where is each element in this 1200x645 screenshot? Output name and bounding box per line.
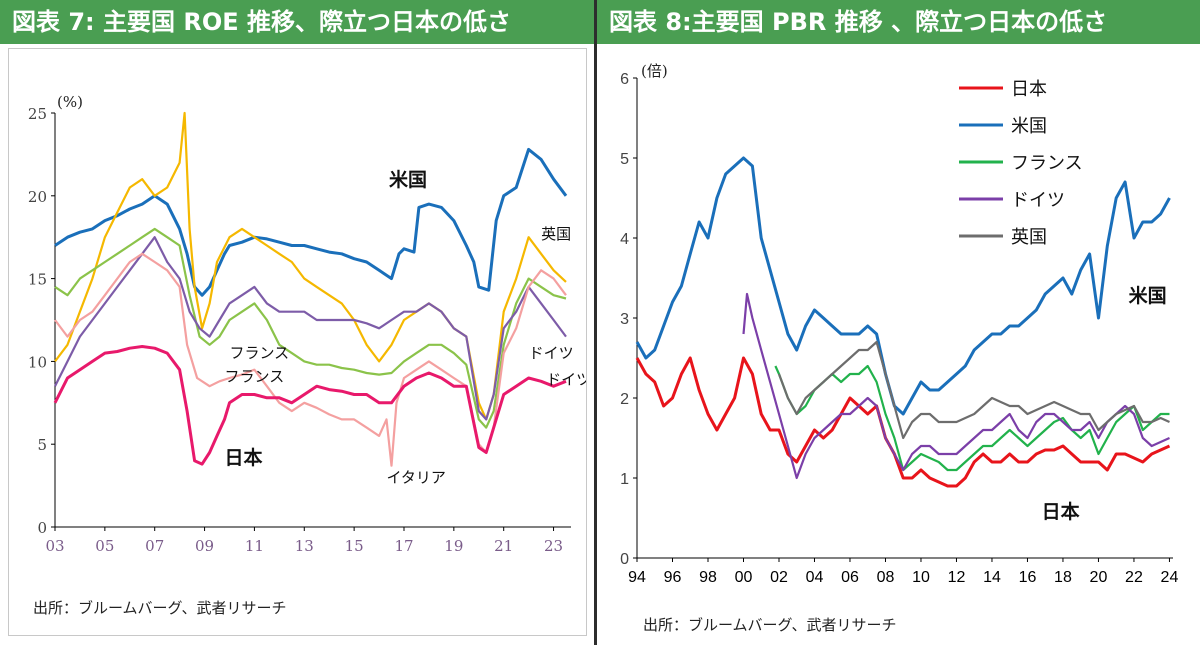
panel-divider xyxy=(594,0,597,645)
series-line-0 xyxy=(54,236,567,421)
x-tick-label: 20 xyxy=(1090,569,1108,586)
y-tick-label: 10 xyxy=(28,353,47,371)
series-line-1 xyxy=(777,340,1170,440)
y-tick-label: 3 xyxy=(620,311,629,328)
pbr-source-note: 出所：ブルームバーグ、武者リサーチ xyxy=(643,616,897,634)
series-line-0 xyxy=(54,111,567,421)
x-tick-label: 11 xyxy=(245,537,264,555)
y-tick-label: 6 xyxy=(620,71,629,88)
x-tick-label: 17 xyxy=(394,537,413,555)
x-tick-label: 22 xyxy=(1125,569,1143,586)
y-tick-label: 20 xyxy=(28,188,47,206)
y-tick-label: 2 xyxy=(620,391,629,408)
x-tick-label: 00 xyxy=(735,569,753,586)
x-tick-label: 21 xyxy=(494,537,513,555)
x-tick-label: 14 xyxy=(983,569,1001,586)
series-annotation: 日本 xyxy=(1042,500,1080,523)
series-annotation: 米国 xyxy=(389,168,427,191)
y-tick-label: 0 xyxy=(37,519,47,537)
y-tick-label: 5 xyxy=(37,436,47,454)
x-tick-label: 98 xyxy=(699,569,717,586)
x-tick-label: 18 xyxy=(1054,569,1072,586)
series-line-1 xyxy=(774,364,1170,472)
series-line-1 xyxy=(635,156,1171,416)
x-tick-label: 19 xyxy=(444,537,463,555)
series-annotation: 日本 xyxy=(225,446,263,469)
x-tick-label: 23 xyxy=(544,537,563,555)
series-line-1 xyxy=(635,356,1171,488)
series-annotation: イタリア xyxy=(387,468,446,486)
y-tick-label: 25 xyxy=(28,105,47,123)
series-line-0 xyxy=(54,147,568,297)
x-tick-label: 04 xyxy=(806,569,824,586)
x-tick-label: 08 xyxy=(877,569,895,586)
y-tick-label: 5 xyxy=(620,151,629,168)
series-annotation: 米国 xyxy=(1129,284,1167,307)
x-tick-label: 10 xyxy=(912,569,930,586)
series-annotation: ドイツ xyxy=(529,344,574,362)
roe-chart-frame: 0 5 10 15 20 25 03 05 07 09 11 13 15 17 19 21 23 (%) 米国 英国ド… xyxy=(8,48,587,636)
y-tick-label: 1 xyxy=(620,471,629,488)
series-annotation: ドイツ xyxy=(546,371,586,389)
roe-panel: 図表 7: 主要国 ROE 推移、際立つ日本の低さ 0 5 10 15 20 25 03 05… xyxy=(0,0,594,645)
x-tick-label: 94 xyxy=(628,569,646,586)
series-line-0 xyxy=(54,227,567,429)
series-annotation: フランス xyxy=(225,367,285,385)
pbr-panel: 図表 8:主要国 PBR 推移 、際立つ日本の低さ 0 1 2 3 4 5 6 94 96 98 0… xyxy=(597,0,1200,645)
roe-source-note: 出所：ブルームバーグ、武者リサーチ xyxy=(33,599,287,617)
x-tick-label: 12 xyxy=(948,569,966,586)
series-line-0 xyxy=(53,345,567,466)
x-tick-label: 16 xyxy=(1019,569,1037,586)
x-tick-label: 05 xyxy=(95,537,114,555)
x-tick-label: 09 xyxy=(195,537,214,555)
x-tick-label: 02 xyxy=(770,569,788,586)
pbr-chart-title: 図表 8:主要国 PBR 推移 、際立つ日本の低さ xyxy=(597,0,1200,44)
x-tick-label: 15 xyxy=(345,537,364,555)
x-tick-label: 96 xyxy=(664,569,682,586)
legend-label: 米国 xyxy=(1011,116,1047,137)
legend-label: 英国 xyxy=(1011,227,1047,248)
series-line-1 xyxy=(742,292,1170,480)
legend-label: ドイツ xyxy=(1011,190,1065,211)
pbr-chart-frame: 0 1 2 3 4 5 6 94 96 98 00 02 04 06 08 10 12 14 16 18 20 22 24(… xyxy=(603,48,1197,638)
x-tick-label: 13 xyxy=(295,537,314,555)
unit-label: (%) xyxy=(57,93,83,111)
x-tick-label: 03 xyxy=(45,537,64,555)
roe-chart-title: 図表 7: 主要国 ROE 推移、際立つ日本の低さ xyxy=(0,0,594,44)
x-tick-label: 24 xyxy=(1161,569,1179,586)
y-tick-label: 0 xyxy=(620,551,629,568)
legend-label: フランス xyxy=(1011,153,1083,174)
y-tick-label: 4 xyxy=(620,231,629,248)
y-tick-label: 15 xyxy=(28,271,47,289)
legend-label: 日本 xyxy=(1011,79,1047,100)
series-annotation: 英国 xyxy=(541,225,571,243)
x-tick-label: 06 xyxy=(841,569,859,586)
unit-label: (倍) xyxy=(641,62,668,80)
x-tick-label: 07 xyxy=(145,537,164,555)
series-annotation: フランス xyxy=(229,344,289,362)
